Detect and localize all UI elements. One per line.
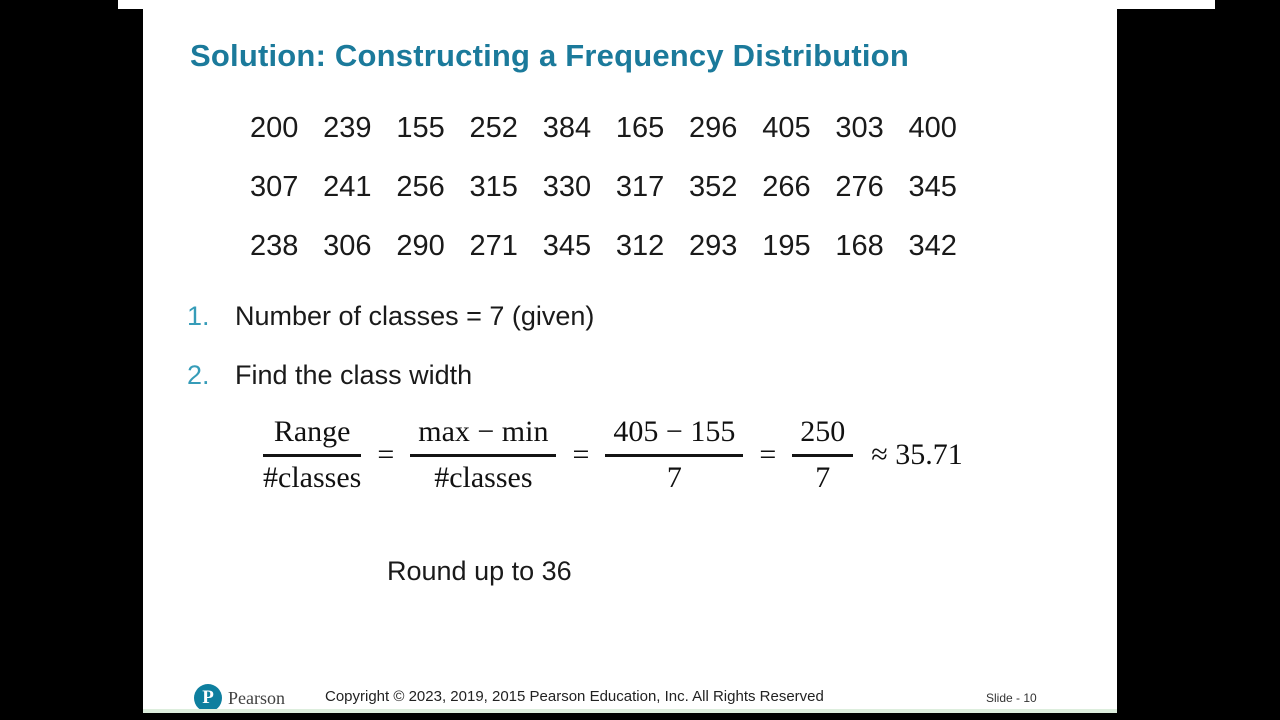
data-value: 345 [542,230,592,262]
data-value: 165 [615,112,665,144]
data-value: 293 [689,230,738,262]
bottom-edge-strip [143,709,1117,713]
data-value: 306 [323,230,372,262]
step-text: Find the class width [235,360,473,390]
step-item-1: 1. Number of classes = 7 (given) [187,301,594,332]
data-value: 271 [469,230,518,262]
fraction-numerator: 405 − 155 [605,415,744,457]
data-value: 238 [250,230,299,262]
data-value: 155 [396,112,445,144]
data-table: 200 239 155 252 384 165 296 405 303 400 … [250,111,957,288]
slide-title: Solution: Constructing a Frequency Distr… [190,38,909,73]
data-value: 342 [908,230,957,262]
slide-canvas: Solution: Constructing a Frequency Distr… [143,0,1117,713]
data-value: 276 [835,171,884,203]
copyright-text: Copyright © 2023, 2019, 2015 Pearson Edu… [325,688,824,705]
data-value: 330 [542,171,592,203]
data-value: 241 [323,171,372,203]
step-text: Number of classes = 7 (given) [235,301,595,331]
fraction-denominator: #classes [434,461,533,494]
fraction-denominator: 7 [666,461,682,494]
equals-sign: = [572,438,590,471]
equals-sign: = [759,438,777,471]
approx-result: ≈ 35.71 [871,438,963,471]
data-value: 384 [542,112,592,144]
class-width-formula: Range #classes = max − min #classes = 40… [263,415,963,495]
equals-sign: = [377,438,395,471]
data-value: 296 [689,112,738,144]
data-row: 238 306 290 271 345 312 293 195 168 342 [250,229,957,263]
fraction-405-155-over-7: 405 − 155 7 [605,415,744,495]
data-value: 352 [689,171,738,203]
step-item-2: 2. Find the class width [187,360,472,391]
data-value: 290 [396,230,445,262]
data-value: 200 [250,112,299,144]
fraction-range-over-classes: Range #classes [263,415,362,495]
data-value: 239 [323,112,372,144]
data-value: 256 [396,171,445,203]
data-row: 200 239 155 252 384 165 296 405 303 400 [250,111,957,145]
fraction-denominator: 7 [815,461,831,494]
data-row: 307 241 256 315 330 317 352 266 276 345 [250,170,957,204]
fraction-numerator: 250 [792,415,854,457]
data-value: 266 [762,171,811,203]
slide-number: Slide - 10 [986,691,1037,705]
fraction-denominator: #classes [263,461,362,494]
fraction-maxmin-over-classes: max − min #classes [410,415,557,495]
data-value: 307 [250,171,299,203]
data-value: 315 [469,171,518,203]
pearson-logo-icon: P [194,684,222,712]
data-value: 303 [835,112,884,144]
data-value: 195 [762,230,811,262]
data-value: 405 [762,112,811,144]
round-up-note: Round up to 36 [387,556,572,586]
pearson-wordmark: Pearson [228,688,285,708]
data-value: 345 [908,171,957,203]
data-value: 312 [615,230,665,262]
data-value: 317 [615,171,665,203]
fraction-numerator: max − min [410,415,557,457]
fraction-numerator: Range [263,415,362,457]
data-value: 400 [908,112,957,144]
fraction-250-over-7: 250 7 [792,415,854,495]
step-number: 1. [187,301,210,331]
step-number: 2. [187,360,210,390]
data-value: 252 [469,112,518,144]
data-value: 168 [835,230,884,262]
